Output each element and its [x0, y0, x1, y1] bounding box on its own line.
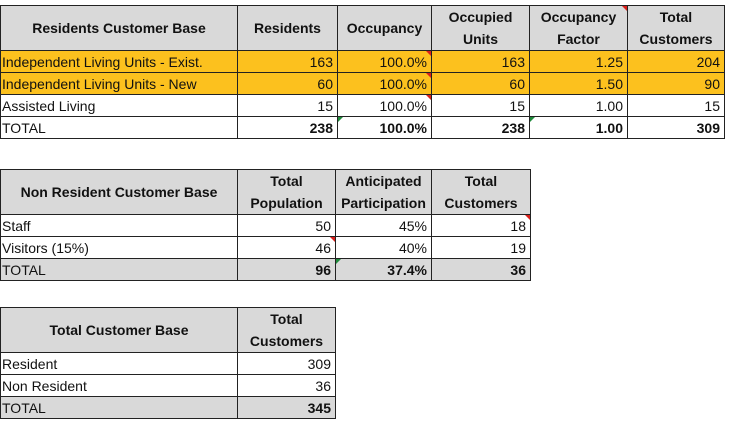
header-occupied-units: Occupied Units: [431, 5, 530, 51]
participation-cell[interactable]: 40%: [335, 236, 432, 259]
total-participation-cell[interactable]: 37.4%: [335, 258, 432, 281]
nonresident-customer-base-table: Non Resident Customer Base Total Populat…: [0, 169, 531, 281]
total-customers-sum-cell[interactable]: 36: [431, 258, 531, 281]
header-occupancy-factor: Occupancy Factor: [529, 5, 628, 51]
row-label[interactable]: Visitors (15%): [0, 236, 238, 259]
total-customers-cell[interactable]: 204: [627, 50, 725, 73]
total-customers-cell[interactable]: 36: [237, 374, 336, 397]
total-residents-cell[interactable]: 238: [237, 116, 338, 139]
row-label[interactable]: Non Resident: [0, 374, 238, 397]
total-label[interactable]: TOTAL: [0, 116, 238, 139]
header-total-customers: Total Customers: [627, 5, 725, 51]
row-label[interactable]: Staff: [0, 214, 238, 237]
total-customers-cell[interactable]: 15: [627, 94, 725, 117]
occupancy-cell[interactable]: 100.0%: [337, 94, 432, 117]
residents-cell[interactable]: 15: [237, 94, 338, 117]
header-total-customers: Total Customers: [237, 307, 336, 353]
occupancy-factor-cell[interactable]: 1.00: [529, 94, 628, 117]
total-label[interactable]: TOTAL: [0, 258, 238, 281]
occupied-units-cell[interactable]: 15: [431, 94, 530, 117]
total-row: TOTAL 96 37.4% 36: [0, 258, 531, 281]
header-occupancy: Occupancy: [337, 5, 432, 51]
participation-cell[interactable]: 45%: [335, 214, 432, 237]
total-customers-cell[interactable]: 90: [627, 72, 725, 95]
table-row: Independent Living Units - New 60 100.0%…: [0, 72, 725, 95]
header-total-customer-base: Total Customer Base: [0, 307, 238, 353]
residents-cell[interactable]: 60: [237, 72, 338, 95]
row-label[interactable]: Independent Living Units - Exist.: [0, 50, 238, 73]
header-nonresident-customer-base: Non Resident Customer Base: [0, 169, 238, 215]
total-customers-cell[interactable]: 18: [431, 214, 531, 237]
header-residents: Residents: [237, 5, 338, 51]
header-residents-customer-base: Residents Customer Base: [0, 5, 238, 51]
row-label[interactable]: Resident: [0, 352, 238, 375]
table-row: Non Resident 36: [0, 374, 336, 397]
total-population-cell[interactable]: 96: [237, 258, 336, 281]
total-customers-cell[interactable]: 309: [237, 352, 336, 375]
occupancy-factor-cell[interactable]: 1.25: [529, 50, 628, 73]
occupancy-factor-cell[interactable]: 1.50: [529, 72, 628, 95]
occupancy-cell[interactable]: 100.0%: [337, 50, 432, 73]
table-row: Independent Living Units - Exist. 163 10…: [0, 50, 725, 73]
table-row: Resident 309: [0, 352, 336, 375]
total-row: TOTAL 238 100.0% 238 1.00 309: [0, 116, 725, 139]
total-occupied-units-cell[interactable]: 238: [431, 116, 530, 139]
residents-cell[interactable]: 163: [237, 50, 338, 73]
total-occupancy-factor-cell[interactable]: 1.00: [529, 116, 628, 139]
header-anticipated-participation: Anticipated Participation: [335, 169, 432, 215]
total-row: TOTAL 345: [0, 396, 336, 419]
occupied-units-cell[interactable]: 163: [431, 50, 530, 73]
population-cell[interactable]: 50: [237, 214, 336, 237]
row-label[interactable]: Independent Living Units - New: [0, 72, 238, 95]
total-customers-sum-cell[interactable]: 309: [627, 116, 725, 139]
total-customers-cell[interactable]: 19: [431, 236, 531, 259]
total-occupancy-cell[interactable]: 100.0%: [337, 116, 432, 139]
total-customer-base-table: Total Customer Base Total Customers Resi…: [0, 307, 336, 419]
header-total-customers: Total Customers: [431, 169, 531, 215]
table-row: Assisted Living 15 100.0% 15 1.00 15: [0, 94, 725, 117]
occupied-units-cell[interactable]: 60: [431, 72, 530, 95]
total-label[interactable]: TOTAL: [0, 396, 238, 419]
header-total-population: Total Population: [237, 169, 336, 215]
table-row: Visitors (15%) 46 40% 19: [0, 236, 531, 259]
row-label[interactable]: Assisted Living: [0, 94, 238, 117]
occupancy-cell[interactable]: 100.0%: [337, 72, 432, 95]
residents-customer-base-table: Residents Customer Base Residents Occupa…: [0, 5, 725, 139]
population-cell[interactable]: 46: [237, 236, 336, 259]
total-customers-sum-cell[interactable]: 345: [237, 396, 336, 419]
table-row: Staff 50 45% 18: [0, 214, 531, 237]
